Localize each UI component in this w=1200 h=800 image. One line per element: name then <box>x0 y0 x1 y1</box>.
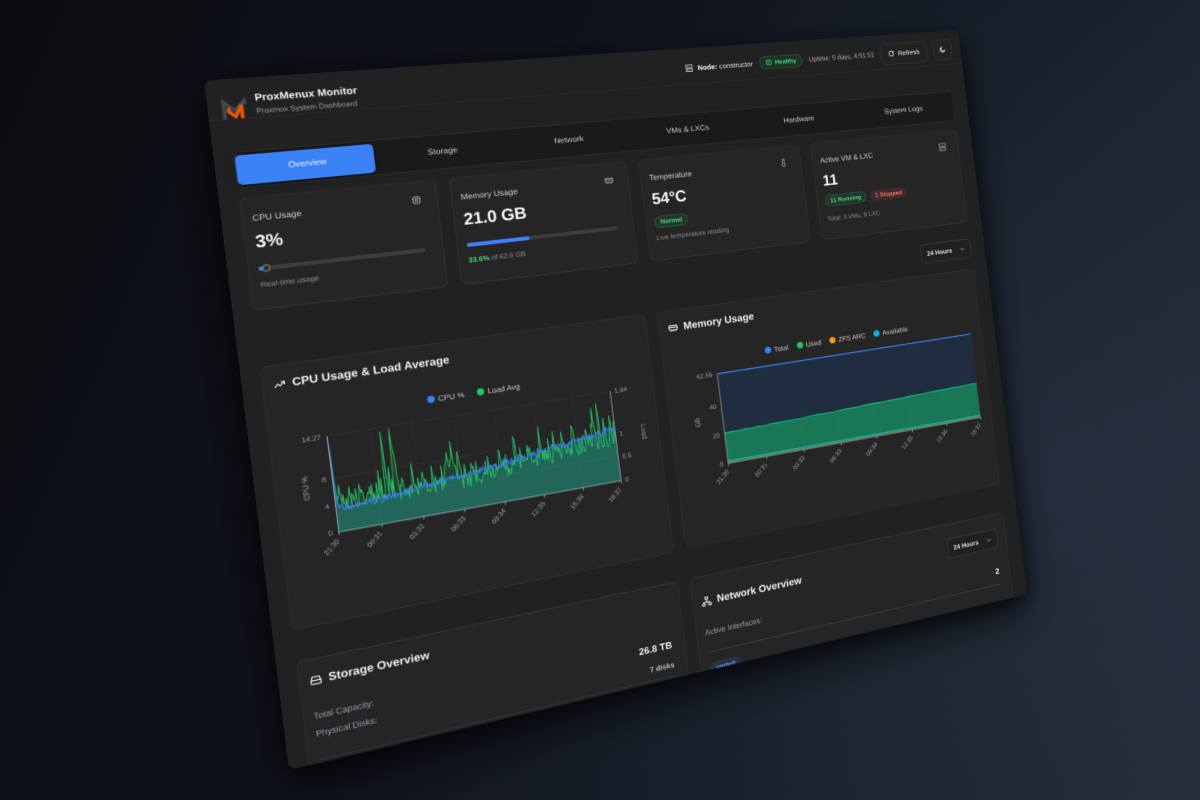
svg-text:0: 0 <box>625 475 630 483</box>
svg-text:18:37: 18:37 <box>969 422 983 438</box>
svg-text:0: 0 <box>719 460 724 468</box>
svg-text:09:34: 09:34 <box>865 441 880 458</box>
svg-text:09:34: 09:34 <box>490 507 508 526</box>
svg-text:CPU %: CPU % <box>300 476 312 501</box>
svg-text:12:35: 12:35 <box>900 434 914 451</box>
svg-text:15:36: 15:36 <box>569 493 586 511</box>
svg-text:GB: GB <box>694 417 702 428</box>
svg-text:06:33: 06:33 <box>828 448 843 465</box>
svg-text:Load: Load <box>639 423 648 439</box>
svg-text:40: 40 <box>709 403 717 412</box>
svg-text:00:31: 00:31 <box>754 461 769 478</box>
svg-text:0: 0 <box>328 529 334 538</box>
svg-text:62.56: 62.56 <box>696 371 712 381</box>
svg-text:4: 4 <box>325 502 331 511</box>
svg-text:0.5: 0.5 <box>622 451 633 460</box>
svg-text:06:33: 06:33 <box>449 515 467 534</box>
svg-text:21:30: 21:30 <box>715 468 731 486</box>
svg-text:8: 8 <box>321 475 326 484</box>
svg-text:1.94: 1.94 <box>614 385 628 395</box>
svg-text:1: 1 <box>619 429 624 437</box>
svg-text:15:36: 15:36 <box>935 428 949 444</box>
svg-text:21:30: 21:30 <box>322 537 342 557</box>
svg-text:00:31: 00:31 <box>365 530 384 549</box>
svg-text:14.27: 14.27 <box>301 433 321 444</box>
svg-text:03:32: 03:32 <box>791 454 806 471</box>
svg-text:12:35: 12:35 <box>530 500 548 519</box>
svg-text:20: 20 <box>712 432 720 441</box>
svg-text:18:37: 18:37 <box>607 486 624 504</box>
svg-text:03:32: 03:32 <box>408 522 426 541</box>
